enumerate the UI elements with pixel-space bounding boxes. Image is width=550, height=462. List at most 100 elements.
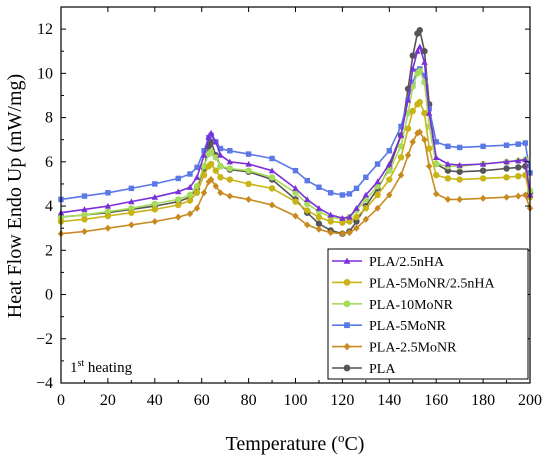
data-point <box>212 138 219 145</box>
data-point <box>444 175 452 182</box>
data-point <box>268 167 276 174</box>
data-point <box>503 174 510 181</box>
data-point <box>374 178 381 185</box>
data-point <box>304 196 311 202</box>
data-point <box>304 200 311 208</box>
x-axis-ticks: 0 20 40 60 80 100 120 140 160 180 200 <box>57 7 542 409</box>
annotation-superscript: st <box>78 358 85 369</box>
data-point <box>175 175 181 182</box>
x-tick-label: 180 <box>471 392 495 409</box>
y-tick-label: 4 <box>45 198 53 215</box>
data-point <box>292 189 299 196</box>
data-point <box>226 176 234 183</box>
data-point <box>374 191 381 199</box>
y-tick-label: 10 <box>37 65 53 82</box>
y-axis-title: Heat Flow Endo Up (mW/mg) <box>4 74 26 318</box>
data-point <box>416 67 423 75</box>
data-point <box>104 212 112 220</box>
data-point <box>421 59 428 65</box>
data-point <box>363 174 369 181</box>
data-point <box>503 142 510 148</box>
x-axis-title-main: Temperature ( <box>226 433 339 455</box>
x-axis-title: Temperature (oC) <box>226 430 365 455</box>
data-point <box>327 190 334 196</box>
data-point <box>479 175 487 182</box>
data-point <box>226 192 234 200</box>
data-point <box>362 191 370 198</box>
data-point <box>151 218 158 226</box>
data-point <box>386 160 393 167</box>
legend-items: PLA/2.5nHA PLA-5MoNR/2.5nHA PLA-10MoNR PLA-… <box>332 255 496 377</box>
data-point <box>421 48 428 55</box>
data-point <box>346 229 353 237</box>
data-point <box>217 189 224 197</box>
data-point <box>409 107 416 115</box>
data-point <box>456 176 463 183</box>
data-point <box>315 225 323 233</box>
data-point <box>416 128 423 136</box>
data-point <box>175 201 182 209</box>
data-point <box>327 218 334 225</box>
data-point <box>425 145 433 152</box>
legend-swatch-marker <box>343 342 351 351</box>
x-tick-label: 20 <box>100 392 116 409</box>
data-point <box>212 182 219 190</box>
data-point <box>128 209 135 216</box>
legend-swatch-marker <box>343 279 351 286</box>
data-point <box>81 193 88 199</box>
data-point <box>226 165 234 172</box>
data-point <box>212 154 219 161</box>
data-point <box>227 148 233 154</box>
data-point <box>522 156 529 163</box>
data-point <box>404 125 412 132</box>
data-point <box>200 171 208 179</box>
data-point <box>362 205 370 212</box>
data-point <box>315 213 323 221</box>
legend-item: PLA/2.5nHA <box>332 255 445 270</box>
data-point <box>425 162 433 170</box>
data-point <box>479 194 487 202</box>
x-tick-label: 40 <box>147 392 163 409</box>
x-tick-label: 200 <box>518 392 542 409</box>
data-point <box>152 181 158 187</box>
x-tick-label: 80 <box>241 392 257 409</box>
data-point <box>186 197 194 204</box>
data-point <box>421 72 428 79</box>
data-point <box>128 185 135 192</box>
data-point <box>175 213 182 221</box>
legend-item: PLA-2.5MoNR <box>332 341 457 356</box>
data-point <box>268 174 276 181</box>
y-tick-label: 6 <box>45 154 53 171</box>
data-point <box>374 204 381 212</box>
data-point <box>433 139 439 145</box>
series-pla-5monr-2-5nha <box>57 98 534 226</box>
y-tick-label: 0 <box>45 287 53 304</box>
legend-label: PLA-5MoNR/2.5nHA <box>369 276 496 291</box>
data-point <box>245 195 252 203</box>
data-point <box>151 194 158 200</box>
legend-swatch-marker <box>343 364 351 372</box>
data-point <box>339 219 346 226</box>
data-point <box>104 202 112 209</box>
data-point <box>207 129 215 136</box>
data-point <box>414 48 421 54</box>
data-point <box>515 192 522 200</box>
series-pla-2-5nha <box>57 43 534 221</box>
data-point <box>339 215 346 221</box>
data-point <box>207 148 215 156</box>
y-axis-ticks: −4 −2 0 2 4 6 8 10 12 <box>36 21 530 392</box>
data-point <box>503 165 510 172</box>
annotation-rest: heating <box>84 360 132 376</box>
data-point <box>304 221 311 229</box>
data-point <box>175 188 182 195</box>
data-point <box>245 160 252 167</box>
y-tick-label: 8 <box>45 110 53 127</box>
plot-area: 0 20 40 60 80 100 120 140 160 180 200 −4 −2 0 2 4 6 8 10 1… <box>36 6 542 409</box>
data-point <box>327 211 334 218</box>
data-point <box>445 143 451 150</box>
data-point <box>386 191 393 199</box>
data-point <box>397 132 405 138</box>
data-point <box>186 191 194 199</box>
data-point <box>410 79 416 85</box>
data-point <box>503 158 510 165</box>
